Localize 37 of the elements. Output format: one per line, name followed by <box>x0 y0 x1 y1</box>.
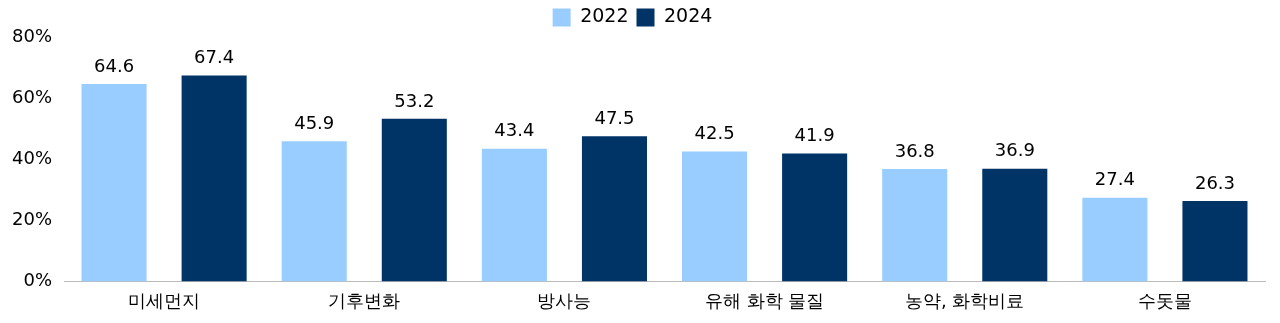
data-label: 47.5 <box>594 106 635 128</box>
bar <box>682 151 748 282</box>
data-label: 27.4 <box>1094 168 1135 190</box>
data-label: 36.8 <box>894 139 935 161</box>
data-label: 41.9 <box>794 124 835 146</box>
bar <box>381 118 447 282</box>
bar <box>81 84 147 282</box>
bar <box>882 168 948 282</box>
data-label: 42.5 <box>694 122 735 144</box>
bar <box>181 75 247 282</box>
y-tick-label: 40% <box>11 146 53 168</box>
y-tick-label: 80% <box>11 24 53 46</box>
bar <box>481 148 547 282</box>
y-tick-label: 20% <box>11 207 53 229</box>
bar <box>1082 197 1148 282</box>
data-label: 26.3 <box>1194 171 1235 193</box>
y-tick-label: 0% <box>23 269 53 291</box>
y-tick-label: 60% <box>11 85 53 107</box>
x-tick-label: 미세먼지 <box>128 289 201 311</box>
data-label: 53.2 <box>394 89 435 111</box>
x-tick-label: 농약, 화학비료 <box>905 289 1025 311</box>
bar <box>281 141 347 282</box>
data-label: 67.4 <box>194 46 235 68</box>
legend-label: 2022 <box>580 4 629 27</box>
data-label: 43.4 <box>494 119 535 141</box>
x-tick-label: 유해 화학 물질 <box>704 289 825 311</box>
bar <box>782 153 848 282</box>
data-label: 36.9 <box>994 139 1035 161</box>
legend-label: 2024 <box>664 4 713 27</box>
x-tick-label: 기후변화 <box>328 289 401 311</box>
data-label: 45.9 <box>294 111 335 133</box>
bar <box>581 136 647 282</box>
bar <box>1182 201 1248 282</box>
bar <box>982 168 1048 282</box>
x-tick-label: 방사능 <box>537 289 592 311</box>
data-label: 64.6 <box>94 54 135 76</box>
x-tick-label: 수돗물 <box>1137 289 1192 311</box>
